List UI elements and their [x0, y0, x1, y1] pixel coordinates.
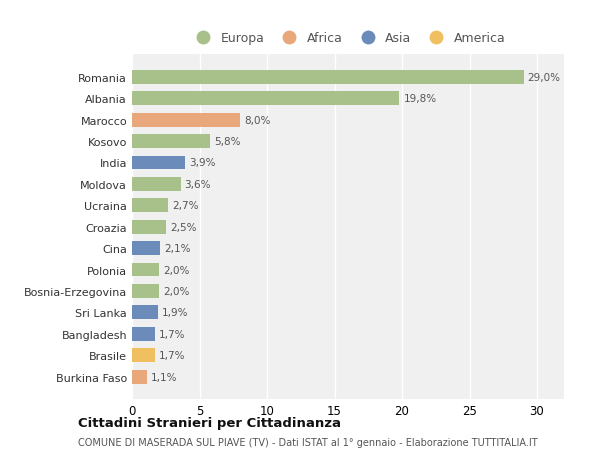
Text: 5,8%: 5,8%: [214, 137, 241, 147]
Text: 1,1%: 1,1%: [151, 372, 178, 382]
Bar: [132, 306, 158, 319]
Text: 2,0%: 2,0%: [163, 286, 190, 296]
Text: 1,7%: 1,7%: [159, 329, 185, 339]
Bar: [132, 327, 155, 341]
Text: 2,7%: 2,7%: [173, 201, 199, 211]
Bar: [132, 71, 523, 84]
Text: 1,9%: 1,9%: [162, 308, 188, 318]
Text: 3,9%: 3,9%: [188, 158, 215, 168]
Text: 29,0%: 29,0%: [527, 73, 560, 83]
Text: 2,5%: 2,5%: [170, 222, 196, 232]
Bar: [132, 178, 181, 191]
Text: Cittadini Stranieri per Cittadinanza: Cittadini Stranieri per Cittadinanza: [78, 416, 341, 429]
Text: 8,0%: 8,0%: [244, 115, 271, 125]
Bar: [132, 220, 166, 234]
Bar: [132, 370, 147, 384]
Text: 2,1%: 2,1%: [164, 244, 191, 253]
Bar: [132, 135, 211, 149]
Bar: [132, 263, 159, 277]
Bar: [132, 199, 169, 213]
Text: 2,0%: 2,0%: [163, 265, 190, 275]
Bar: [132, 156, 185, 170]
Bar: [132, 113, 240, 127]
Text: COMUNE DI MASERADA SUL PIAVE (TV) - Dati ISTAT al 1° gennaio - Elaborazione TUTT: COMUNE DI MASERADA SUL PIAVE (TV) - Dati…: [78, 437, 538, 447]
Text: 19,8%: 19,8%: [403, 94, 436, 104]
Text: 1,7%: 1,7%: [159, 350, 185, 360]
Bar: [132, 348, 155, 362]
Text: 3,6%: 3,6%: [185, 179, 211, 190]
Legend: Europa, Africa, Asia, America: Europa, Africa, Asia, America: [185, 27, 511, 50]
Bar: [132, 241, 160, 256]
Bar: [132, 284, 159, 298]
Bar: [132, 92, 400, 106]
